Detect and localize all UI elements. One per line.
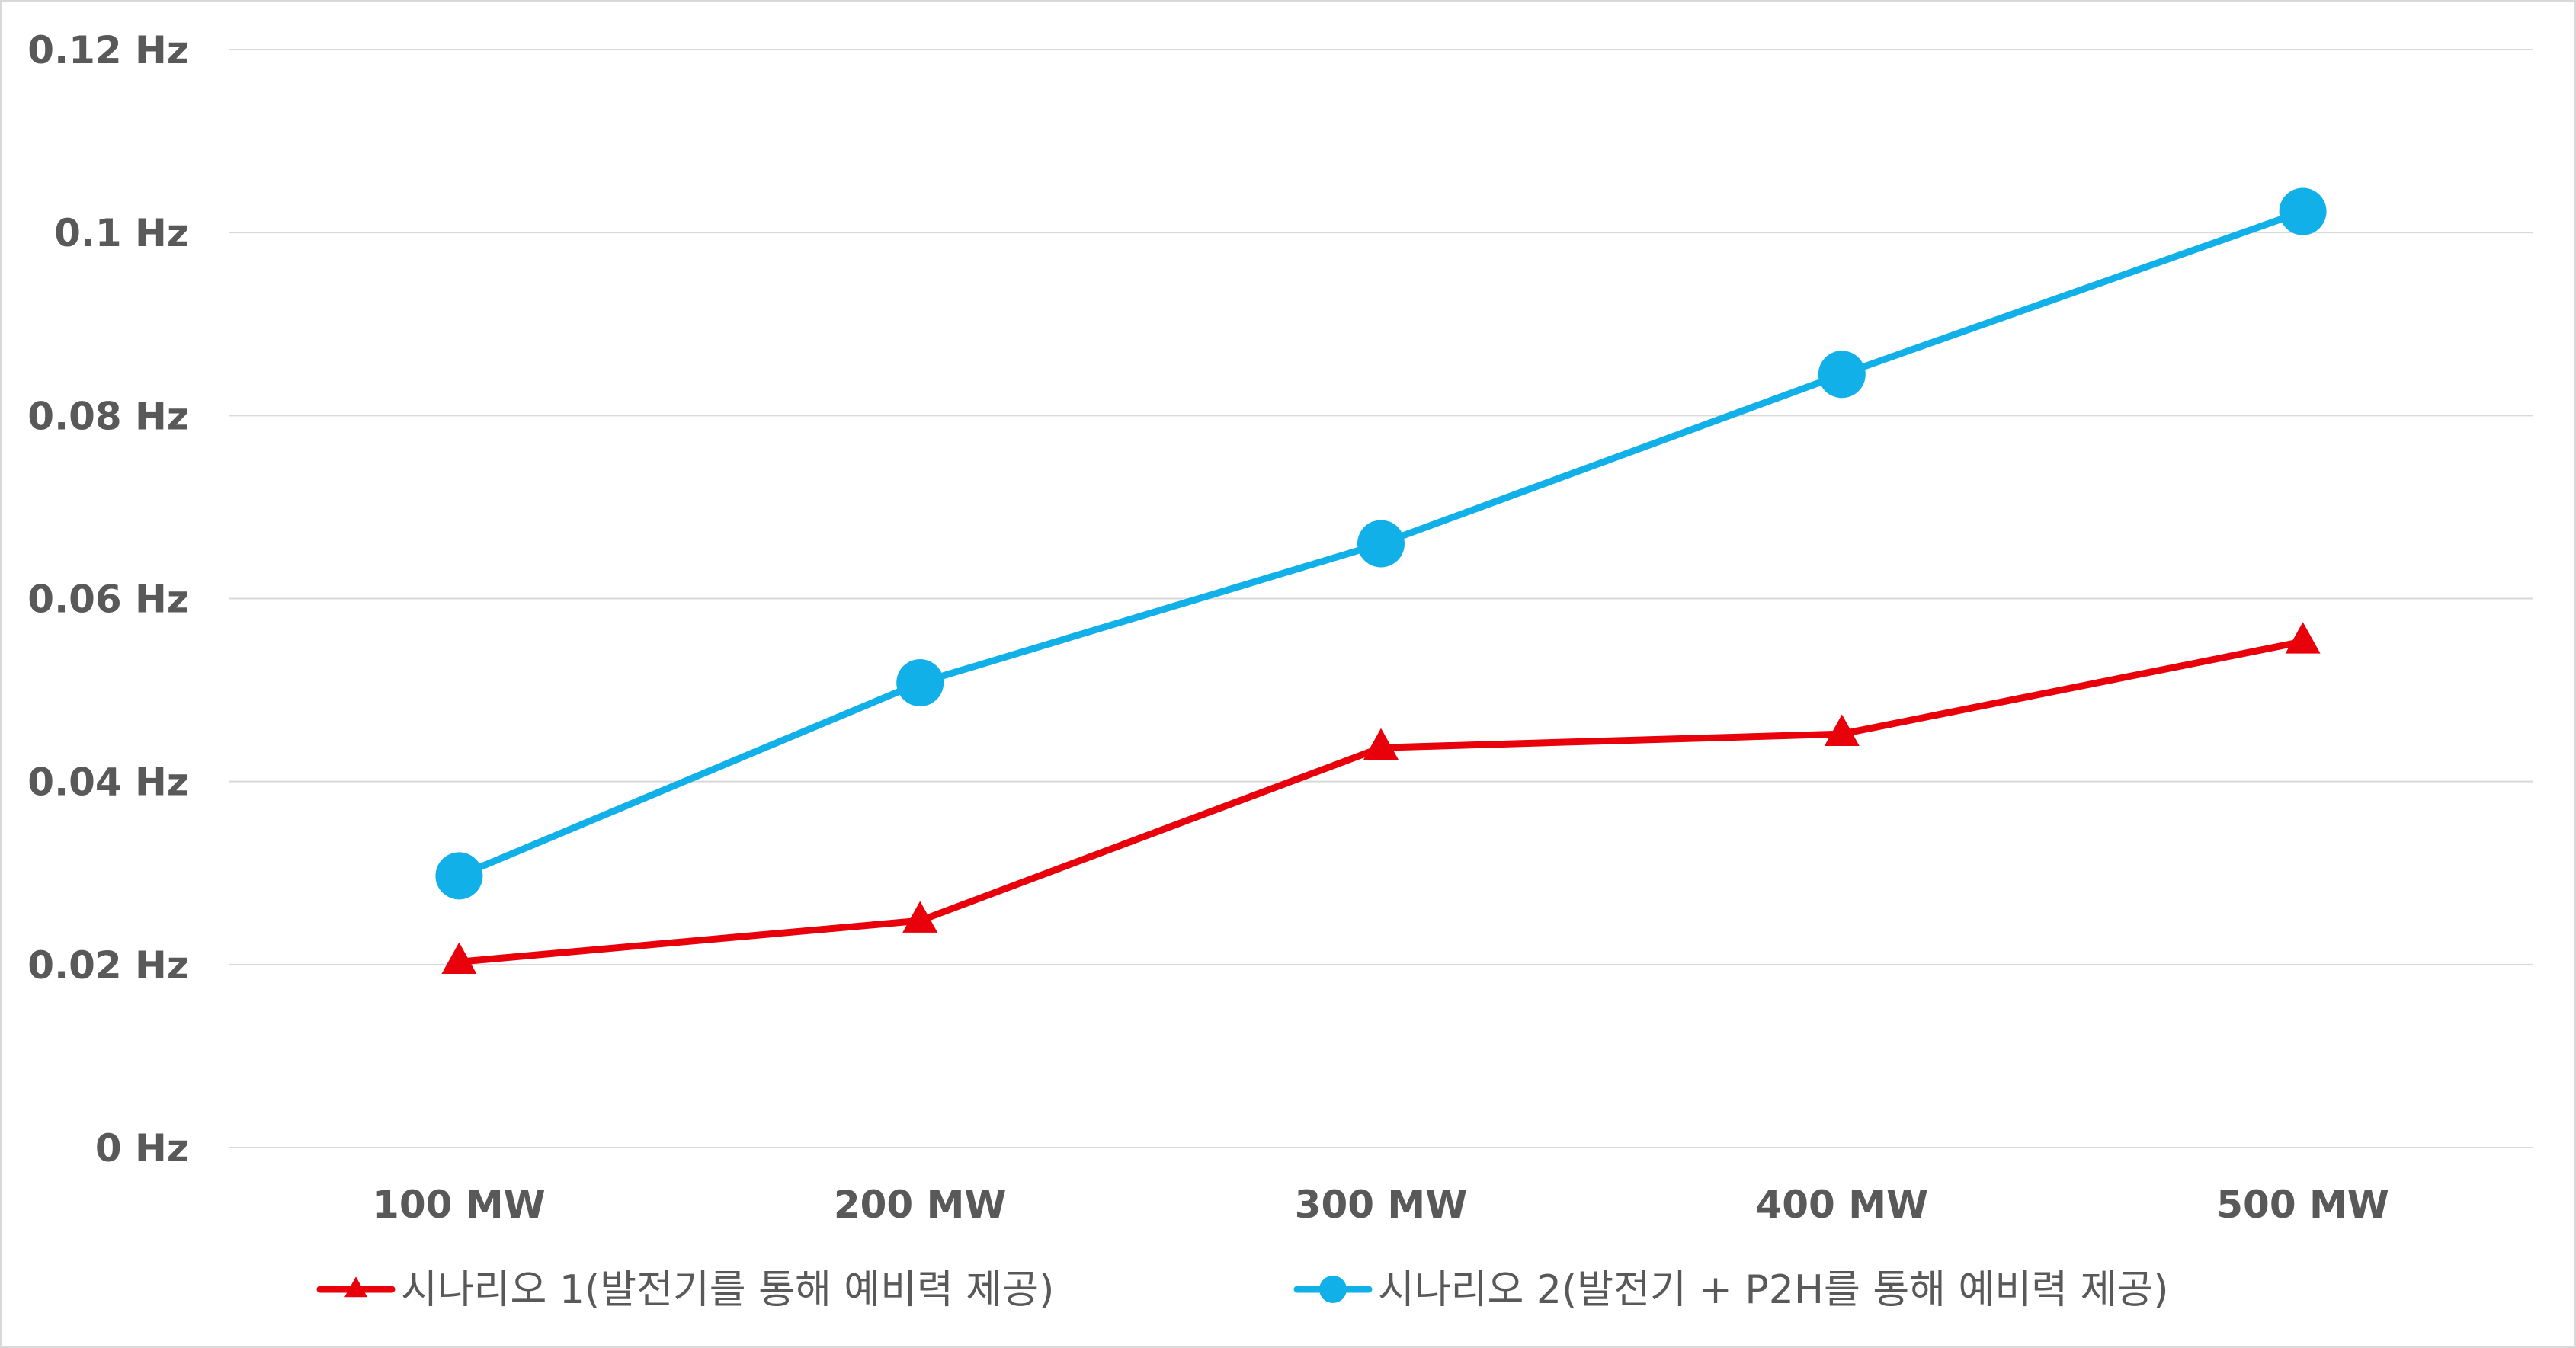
data-point: [1818, 351, 1866, 399]
y-axis-ticks: 0 Hz 0.02 Hz 0.04 Hz 0.06 Hz 0.08 Hz 0.1 Hz 0.…: [27, 28, 189, 1170]
data-point: [1363, 728, 1399, 760]
x-axis-ticks: 100 MW 200 MW 300 MW 400 MW 500 MW: [373, 1183, 2389, 1227]
x-tick-label: 500 MW: [2216, 1183, 2389, 1227]
series-2: [435, 187, 2327, 900]
y-tick-label: 0.1 Hz: [54, 211, 189, 255]
y-tick-label: 0.02 Hz: [27, 943, 189, 988]
data-point: [1357, 520, 1405, 568]
data-point: [896, 658, 944, 706]
data-point: [1824, 714, 1860, 746]
y-tick-label: 0.04 Hz: [27, 760, 189, 805]
data-point: [902, 901, 938, 933]
legend-item-series-1[interactable]: 시나리오 1(발전기를 통해 예비력 제공): [316, 1267, 1054, 1313]
legend-triangle-marker: [344, 1276, 367, 1298]
y-tick-label: 0 Hz: [95, 1126, 189, 1170]
legend-item-series-2[interactable]: 시나리오 2(발전기 + P2H를 통해 예비력 제공): [1293, 1267, 2169, 1313]
data-point: [435, 852, 483, 900]
y-tick-label: 0.06 Hz: [27, 578, 189, 622]
series-1: [441, 622, 2321, 974]
legend-label: 시나리오 1(발전기를 통해 예비력 제공): [401, 1267, 1054, 1313]
y-tick-label: 0.08 Hz: [27, 394, 189, 438]
gridlines: [229, 49, 2533, 1148]
x-tick-label: 400 MW: [1755, 1183, 1928, 1227]
data-point: [441, 942, 477, 974]
x-tick-label: 100 MW: [373, 1183, 546, 1227]
x-tick-label: 200 MW: [834, 1183, 1007, 1227]
legend-circle-marker: [1319, 1276, 1347, 1303]
series-lines: [435, 187, 2327, 974]
x-tick-label: 300 MW: [1295, 1183, 1468, 1227]
data-point: [2279, 187, 2327, 235]
y-tick-label: 0.12 Hz: [27, 28, 189, 72]
legend[interactable]: 시나리오 1(발전기를 통해 예비력 제공) 시나리오 2(발전기 + P2H를 …: [316, 1267, 2169, 1313]
series-1-line: [455, 638, 2307, 965]
data-point: [2285, 622, 2321, 654]
legend-label: 시나리오 2(발전기 + P2H를 통해 예비력 제공): [1378, 1267, 2169, 1313]
